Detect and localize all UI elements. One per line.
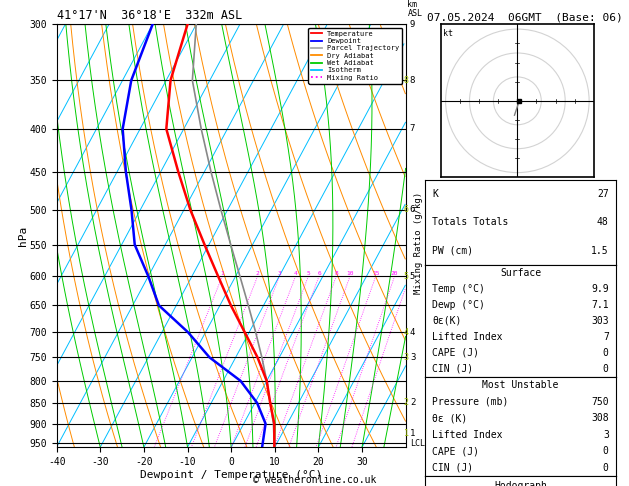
- Text: CAPE (J): CAPE (J): [432, 446, 479, 456]
- Text: 4: 4: [404, 328, 409, 337]
- Text: 3: 3: [277, 271, 281, 276]
- Text: 3: 3: [404, 353, 409, 362]
- Text: Dewp (°C): Dewp (°C): [432, 300, 485, 310]
- Text: CIN (J): CIN (J): [432, 463, 474, 473]
- Text: Mixing Ratio (g/kg): Mixing Ratio (g/kg): [414, 192, 423, 294]
- Text: 41°17'N  36°18'E  332m ASL: 41°17'N 36°18'E 332m ASL: [57, 9, 242, 22]
- X-axis label: Dewpoint / Temperature (°C): Dewpoint / Temperature (°C): [140, 469, 322, 480]
- Text: 3: 3: [410, 353, 415, 362]
- Text: 0: 0: [603, 347, 609, 358]
- Text: 6: 6: [317, 271, 321, 276]
- Text: K: K: [432, 189, 438, 199]
- Text: 0: 0: [603, 446, 609, 456]
- Text: 4: 4: [410, 328, 415, 337]
- Text: Pressure (mb): Pressure (mb): [432, 397, 509, 407]
- Text: 7: 7: [603, 332, 609, 342]
- Text: 5: 5: [410, 272, 415, 281]
- Text: 2: 2: [410, 399, 415, 407]
- Legend: Temperature, Dewpoint, Parcel Trajectory, Dry Adiabat, Wet Adiabat, Isotherm, Mi: Temperature, Dewpoint, Parcel Trajectory…: [308, 28, 402, 84]
- Text: Totals Totals: Totals Totals: [432, 217, 509, 227]
- Text: 07.05.2024  06GMT  (Base: 06): 07.05.2024 06GMT (Base: 06): [427, 12, 623, 22]
- Text: PW (cm): PW (cm): [432, 246, 474, 256]
- Text: 8: 8: [335, 271, 338, 276]
- Text: 2: 2: [404, 399, 409, 407]
- Text: CIN (J): CIN (J): [432, 364, 474, 374]
- Text: 20: 20: [391, 271, 398, 276]
- Text: Temp (°C): Temp (°C): [432, 284, 485, 294]
- Text: 7.1: 7.1: [591, 300, 609, 310]
- Text: θε(K): θε(K): [432, 316, 462, 326]
- Y-axis label: hPa: hPa: [18, 226, 28, 246]
- Text: 5: 5: [404, 272, 409, 281]
- Text: Hodograph: Hodograph: [494, 481, 547, 486]
- Text: Lifted Index: Lifted Index: [432, 332, 503, 342]
- Text: 5: 5: [306, 271, 310, 276]
- Text: km
ASL: km ASL: [408, 0, 423, 18]
- Text: LCL: LCL: [410, 439, 425, 448]
- Text: 10: 10: [346, 271, 353, 276]
- Text: 8: 8: [404, 76, 409, 85]
- Text: 6: 6: [404, 206, 409, 214]
- Text: 1: 1: [220, 271, 224, 276]
- Text: 0: 0: [603, 364, 609, 374]
- Text: 4: 4: [294, 271, 298, 276]
- Text: © weatheronline.co.uk: © weatheronline.co.uk: [253, 475, 376, 485]
- Text: 750: 750: [591, 397, 609, 407]
- Text: 27: 27: [597, 189, 609, 199]
- Text: 1: 1: [410, 429, 415, 438]
- Text: θε (K): θε (K): [432, 413, 467, 423]
- Text: 9.9: 9.9: [591, 284, 609, 294]
- Text: CAPE (J): CAPE (J): [432, 347, 479, 358]
- Text: 7: 7: [410, 124, 415, 133]
- Text: kt: kt: [443, 29, 453, 38]
- Text: 1: 1: [404, 429, 409, 438]
- Text: 8: 8: [410, 76, 415, 85]
- Text: 1.5: 1.5: [591, 246, 609, 256]
- Text: 15: 15: [372, 271, 379, 276]
- Text: 9: 9: [410, 20, 415, 29]
- Text: 303: 303: [591, 316, 609, 326]
- Text: 0: 0: [603, 463, 609, 473]
- Text: Most Unstable: Most Unstable: [482, 380, 559, 390]
- Text: 3: 3: [603, 430, 609, 440]
- Text: 2: 2: [256, 271, 259, 276]
- Text: 48: 48: [597, 217, 609, 227]
- Text: 6: 6: [410, 206, 415, 214]
- Text: Lifted Index: Lifted Index: [432, 430, 503, 440]
- Text: Surface: Surface: [500, 268, 541, 278]
- Text: 308: 308: [591, 413, 609, 423]
